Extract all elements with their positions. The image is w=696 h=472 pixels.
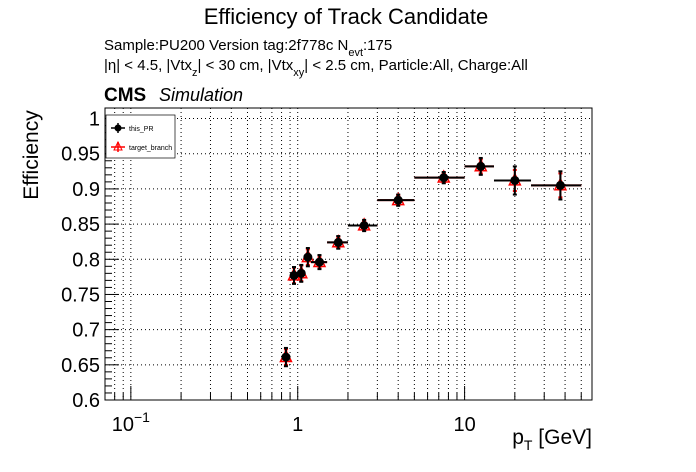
frame xyxy=(104,107,593,401)
point xyxy=(314,257,324,267)
experiment-note: Simulation xyxy=(159,85,243,105)
x-label-part: p xyxy=(512,426,524,449)
y-axis-label: Efficiency xyxy=(20,110,43,200)
y-tick-label: 0.6 xyxy=(72,390,100,412)
x-tick-label: 10 xyxy=(453,414,475,436)
y-tick-label: 0.9 xyxy=(72,179,100,201)
x-label-part: [GeV] xyxy=(532,426,592,449)
subtitle-part: Sample:PU200 Version tag:2f778c N xyxy=(104,37,348,54)
selection-part: z xyxy=(192,67,198,79)
point xyxy=(303,252,313,262)
point xyxy=(281,352,291,362)
point xyxy=(359,221,369,231)
experiment: CMS xyxy=(104,85,146,106)
x-axis-label: pT [GeV] xyxy=(512,426,592,453)
legend-label: this_PR xyxy=(129,126,154,133)
x-label-part: T xyxy=(524,437,533,453)
selection-part: xy xyxy=(293,67,305,79)
subtitle-part: :175 xyxy=(363,37,392,54)
legend-marker xyxy=(113,140,123,151)
selection-part: |η| < 4.5, |Vtx xyxy=(104,57,192,74)
x-tick-label: 1 xyxy=(292,414,303,436)
y-tick-label: 0.65 xyxy=(61,355,100,377)
chart-title: Efficiency of Track Candidate xyxy=(204,4,489,29)
y-tick-label: 0.8 xyxy=(72,249,100,271)
point xyxy=(393,195,403,205)
x-tick-label-base: 10 xyxy=(112,414,134,436)
x-tick-label-sup: −1 xyxy=(134,409,150,425)
plot-area: 10−1 1 100.60.650.70.750.80.850.90.951 this… xyxy=(61,107,593,436)
y-tick-label: 0.95 xyxy=(61,144,100,166)
legend-label: target_branch xyxy=(129,145,172,152)
point xyxy=(289,270,299,280)
selection-part: | < 30 cm, |Vtx xyxy=(198,57,294,74)
selection-part: | < 2.5 cm, Particle:All, Charge:All xyxy=(304,57,528,74)
x-tick-label: 10−1 xyxy=(112,409,150,436)
y-tick-label: 0.75 xyxy=(61,284,100,306)
y-tick-label: 0.7 xyxy=(72,320,100,342)
point xyxy=(439,173,449,183)
legend-marker xyxy=(114,124,122,132)
point xyxy=(555,180,565,190)
point xyxy=(333,237,343,247)
y-tick-label: 1 xyxy=(89,109,100,131)
point xyxy=(296,268,306,278)
point xyxy=(510,175,520,185)
selection: |η| < 4.5, |Vtxz| < 30 cm, |Vtxxy| < 2.5… xyxy=(104,57,528,79)
subtitle-part: evt xyxy=(348,47,363,59)
point xyxy=(476,161,486,171)
y-tick-label: 0.85 xyxy=(61,214,100,236)
legend: this_PR target_branch xyxy=(105,114,176,159)
subtitle: Sample:PU200 Version tag:2f778c Nevt:175 xyxy=(104,37,392,59)
